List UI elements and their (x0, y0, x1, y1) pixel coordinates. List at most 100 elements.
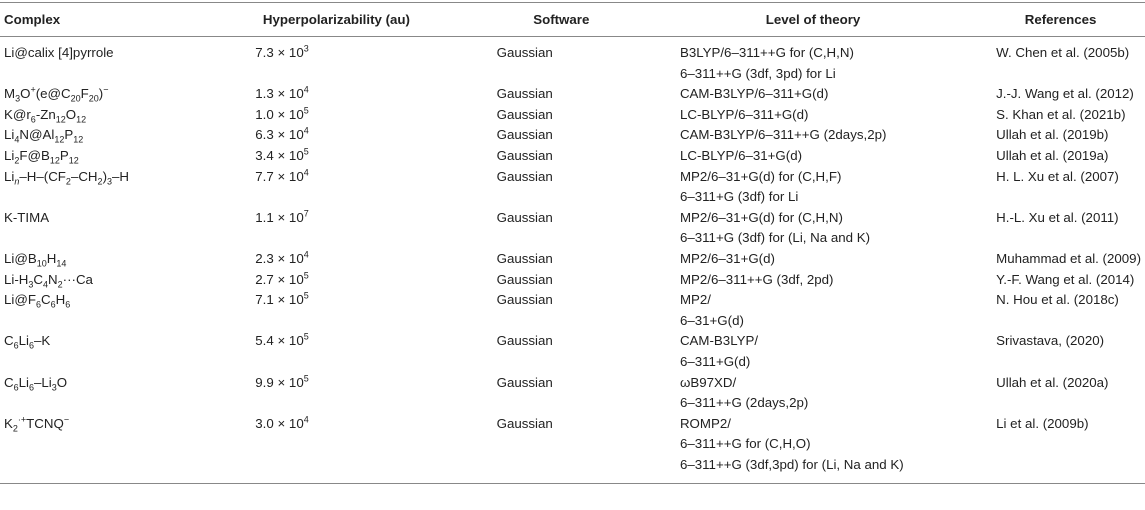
text-run: K@r (4, 106, 31, 122)
cell-line: Ullah et al. (2019b) (996, 125, 1141, 146)
text-run: Li (4, 147, 15, 163)
cell-line: ROMP2/ (680, 414, 972, 435)
cell-line: 7.1 × 105 (255, 290, 468, 311)
text-run: C (4, 333, 14, 349)
text-run: K (4, 415, 13, 431)
table-cell: ωB97XD/6–311++G (2days,2p) (650, 373, 976, 414)
text-run: MP2/6–31+G(d) for (C,H,N) (679, 209, 843, 225)
text-run: Gaussian (496, 374, 553, 390)
text-run: -Zn (35, 106, 56, 122)
cell-line: S. Khan et al. (2021b) (996, 105, 1141, 126)
table-cell: Srivastava, (2020) (976, 331, 1145, 372)
text-run: Gaussian (496, 147, 553, 163)
subscript: 12 (54, 135, 65, 146)
text-run: Gaussian (496, 333, 553, 349)
cell-line: K@r6-Zn12O12 (4, 105, 196, 126)
table-cell: 2.7 × 105 (200, 270, 472, 291)
text-run: 9.9 × 10 (255, 374, 304, 390)
superscript: 4 (303, 84, 309, 95)
table-row: Li-H3C4N2···Ca 2.7 × 105 Gaussian MP2/6–311… (0, 270, 1145, 291)
table-cell: 9.9 × 105 (200, 373, 472, 414)
table-cell: Gaussian (473, 290, 650, 331)
cell-line: C6Li6–K (4, 331, 196, 352)
text-run: Li (18, 374, 29, 390)
cell-line: MP2/ (680, 290, 972, 311)
superscript: 3 (303, 43, 309, 54)
text-run: ···Ca (62, 271, 93, 287)
superscript: ·+ (17, 414, 27, 425)
subscript: 6 (30, 114, 36, 125)
table-cell: CAM-B3LYP/6–311++G (2days,2p) (650, 125, 976, 146)
subscript: 3 (28, 279, 34, 290)
text-run: N@Al (19, 127, 55, 143)
cell-line: Gaussian (497, 208, 646, 229)
cell-line: 3.4 × 105 (255, 146, 468, 167)
cell-line: 6–311+G (3df) for Li (680, 187, 972, 208)
table-cell: S. Khan et al. (2021b) (976, 105, 1145, 126)
text-run: ROMP2/ (679, 415, 731, 431)
cell-line: Gaussian (497, 249, 646, 270)
text-run: –K (34, 333, 51, 349)
table-cell: K-TIMA (0, 208, 200, 249)
text-run: W. Chen et al. (2005b) (996, 45, 1130, 60)
table-cell: Gaussian (473, 167, 650, 208)
cell-line: Li et al. (2009b) (996, 414, 1141, 435)
subscript: 2 (12, 423, 18, 434)
text-run: Li (18, 333, 29, 349)
table-cell: LC-BLYP/6–31+G(d) (650, 146, 976, 167)
cell-line: M3O+(e@C20F20)− (4, 84, 196, 105)
text-run: Muhammad et al. (2009) (996, 250, 1141, 266)
table-cell: Li4N@Al12P12 (0, 125, 200, 146)
text-run: Ullah et al. (2019a) (996, 147, 1109, 163)
table-cell: 5.4 × 105 (200, 331, 472, 372)
cell-line: Gaussian (497, 331, 646, 352)
text-run: 6–311+G (3df) for (Li, Na and K) (679, 230, 871, 246)
superscript: − (103, 84, 109, 95)
superscript: − (63, 414, 70, 425)
table-cell: CAM-B3LYP/6–311+G(d) (650, 331, 976, 372)
cell-line: 6–31+G(d) (680, 311, 972, 332)
text-run: J.-J. Wang et al. (2012) (996, 86, 1134, 102)
table-cell: K2·+TCNQ− (0, 414, 200, 484)
subscript: 6 (13, 340, 19, 351)
subscript: 4 (14, 135, 20, 146)
text-run: 2.7 × 10 (255, 271, 304, 287)
table-row: C6Li6–K 5.4 × 105 Gaussian CAM-B3LYP/6–311+… (0, 331, 1145, 372)
table-cell: 1.0 × 105 (200, 105, 472, 126)
table-cell: Lin–H–(CF2–CH2)3–H (0, 167, 200, 208)
text-run: P (59, 147, 69, 163)
text-run: 6.3 × 10 (255, 127, 304, 143)
cell-line: ωB97XD/ (680, 373, 972, 394)
text-run: Y.-F. Wang et al. (2014) (996, 271, 1135, 287)
superscript: 5 (303, 105, 309, 116)
table-row: M3O+(e@C20F20)− 1.3 × 104 Gaussian CAM-B3LY… (0, 84, 1145, 105)
table-row: K2·+TCNQ− 3.0 × 104 Gaussian ROMP2/6–311++G… (0, 414, 1145, 484)
text-run: 3.4 × 10 (255, 147, 304, 163)
table-cell: 7.7 × 104 (200, 167, 472, 208)
subscript: 2 (57, 279, 63, 290)
text-run: Gaussian (496, 209, 553, 225)
superscript: 5 (303, 373, 309, 384)
subscript: 4 (43, 279, 49, 290)
table-row: C6Li6–Li3O 9.9 × 105 Gaussian ωB97XD/6–311+… (0, 373, 1145, 414)
text-run: M (4, 86, 16, 102)
cell-line: K-TIMA (4, 208, 196, 229)
table-cell: M3O+(e@C20F20)− (0, 84, 200, 105)
table-cell: Li2F@B12P12 (0, 146, 200, 167)
subscript: 2 (97, 176, 103, 187)
text-run: Li@F (4, 292, 36, 308)
table-cell: H.-L. Xu et al. (2011) (976, 208, 1145, 249)
text-run: –H–(CF (19, 168, 66, 184)
cell-line: Ullah et al. (2019a) (996, 146, 1141, 167)
subscript: 14 (56, 258, 67, 269)
table-cell: Gaussian (473, 37, 650, 85)
text-run: Gaussian (496, 168, 553, 184)
column-header: Complex (0, 2, 201, 37)
data-table: Complex Hyperpolarizability (au) Software L… (0, 2, 1145, 485)
cell-line: LC-BLYP/6–311+G(d) (680, 105, 972, 126)
cell-line: 7.7 × 104 (255, 167, 468, 188)
text-run: O (65, 106, 77, 122)
table-cell: MP2/6–311++G (3df, 2pd) (650, 270, 976, 291)
cell-line: 6–311+G (3df) for (Li, Na and K) (680, 228, 972, 249)
cell-line: LC-BLYP/6–31+G(d) (680, 146, 972, 167)
